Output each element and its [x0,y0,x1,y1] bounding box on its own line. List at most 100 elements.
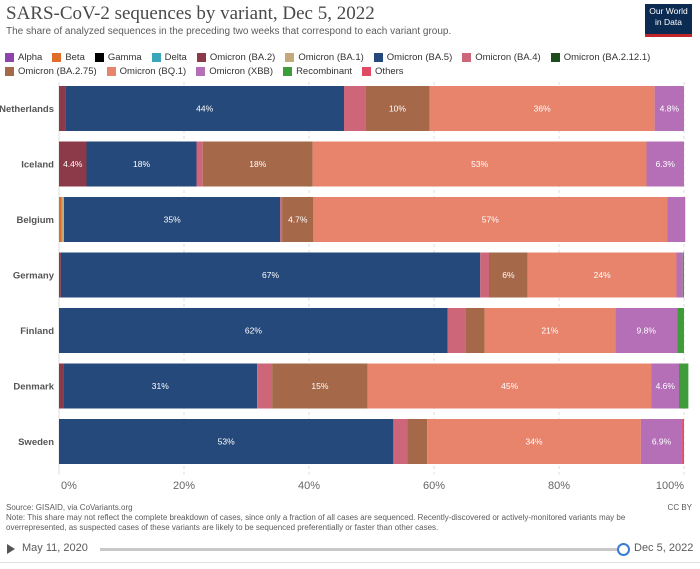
bar-segment-omicron-bq-1[interactable] [313,197,668,242]
legend-label: Omicron (BQ.1) [119,66,187,77]
bar-segment-omicron-ba-1[interactable] [61,197,65,242]
bar-segment-omicron-ba-2-75[interactable] [202,141,313,187]
data-label: 6.3% [656,159,676,169]
legend-item-beta[interactable]: Beta [52,50,85,64]
x-tick-label: 40% [298,480,320,492]
data-label: 53% [218,437,235,447]
legend-swatch [196,52,206,62]
bar-segment-omicron-bq-1[interactable] [527,252,677,298]
legend-swatch [5,52,14,62]
bar-segment-omicron-xbb[interactable] [676,252,683,298]
legend-swatch [94,52,104,62]
data-label: 67% [262,270,279,280]
data-label: 35% [164,215,181,225]
bar-segment-recombinant[interactable] [677,308,684,353]
timeline-start-date: May 11, 2020 [22,542,88,554]
bar-segment-omicron-bq-1[interactable] [427,419,641,464]
bar-segment-omicron-ba-5[interactable] [60,252,481,298]
bar-segment-omicron-ba-2-75[interactable] [407,419,428,464]
legend-item-omicron-xbb[interactable]: Omicron (XBB) [196,65,273,79]
category-label: Belgium [17,215,54,226]
x-tick-label: 80% [548,480,570,492]
legend-item-omicron-ba-4[interactable]: Omicron (BA.4) [462,50,541,64]
bar-segment-omicron-ba-2-75[interactable] [272,363,368,409]
timeline: May 11, 2020 Dec 5, 2022 [0,538,700,560]
license-label[interactable]: CC BY [667,503,692,512]
data-label: 31% [152,381,169,391]
bar-segment-omicron-bq-1[interactable] [429,86,655,131]
legend-swatch [196,67,206,76]
bar-segment-omicron-ba-2[interactable] [59,141,87,187]
chart-subtitle: The share of analyzed sequences in the p… [6,26,452,37]
bar-segment-omicron-bq-1[interactable] [367,363,652,409]
legend-label: Omicron (BA.2.12.1) [563,51,651,63]
bar-segment-beta[interactable] [59,197,62,242]
bar-segment-omicron-ba-2-75[interactable] [489,252,528,298]
bar-segment-omicron-ba-5[interactable] [65,86,344,131]
bar-segment-omicron-ba-2[interactable] [59,86,66,131]
bar-segment-omicron-ba-5[interactable] [64,197,281,242]
play-icon[interactable] [7,544,15,554]
bar-segment-omicron-ba-2-75[interactable] [282,197,314,242]
legend-label: Alpha [18,51,43,63]
bar-segment-omicron-ba-5[interactable] [59,308,448,353]
legend-swatch [283,67,293,76]
bar-segment-omicron-bq-1[interactable] [484,308,616,353]
bar-segment-omicron-ba-5[interactable] [63,363,258,409]
legend-item-omicron-ba-1[interactable]: Omicron (BA.1) [285,50,364,64]
legend-item-delta[interactable]: Delta [151,50,187,64]
bar-segment-omicron-xbb[interactable] [651,363,680,409]
bar-segment-omicron-ba-2[interactable] [59,252,61,298]
legend-label: Omicron (XBB) [209,66,274,77]
bar-segment-omicron-ba-4[interactable] [480,252,489,298]
bar-segment-omicron-ba-2-75[interactable] [465,308,485,353]
bar-segment-others[interactable] [682,419,684,464]
bar-segment-omicron-ba-4[interactable] [280,197,283,242]
x-tick-label: 100% [656,480,684,492]
legend-item-omicron-ba-5[interactable]: Omicron (BA.5) [373,50,452,64]
legend-label: Omicron (BA.2) [209,51,276,63]
bar-segment-omicron-ba-2[interactable] [59,363,64,409]
data-label: 4.7% [288,215,308,225]
bar-segment-omicron-ba-4[interactable] [393,419,408,464]
data-label: 45% [501,381,518,391]
timeline-end-date: Dec 5, 2022 [634,542,694,554]
footer-note-line-1: Note: This share may not reflect the com… [6,513,626,522]
legend-item-gamma[interactable]: Gamma [94,50,142,64]
legend-item-omicron-ba-2[interactable]: Omicron (BA.2) [196,50,276,64]
legend-item-omicron-bq-1[interactable]: Omicron (BQ.1) [106,65,187,79]
legend-item-recombinant[interactable]: Recombinant [283,65,352,79]
legend-label: Omicron (BA.1) [298,51,364,63]
data-label: 44% [196,104,213,114]
bar-segment-omicron-ba-5[interactable] [59,419,394,464]
bar-segment-omicron-xbb[interactable] [615,308,678,353]
legend-label: Omicron (BA.2.75) [18,66,97,77]
bar-segment-omicron-xbb[interactable] [640,419,683,464]
data-label: 62% [245,326,262,336]
timeline-track[interactable] [100,548,620,551]
bar-segment-omicron-ba-4[interactable] [257,363,273,409]
bar-segment-omicron-xbb[interactable] [667,197,686,242]
bar-segment-omicron-ba-4[interactable] [196,141,203,187]
bar-segment-omicron-xbb[interactable] [646,141,685,187]
timeline-handle[interactable] [617,543,630,556]
legend-label: Omicron (BA.4) [475,51,541,63]
x-tick-label: 60% [423,480,445,492]
legend-item-alpha[interactable]: Alpha [5,50,42,64]
legend-swatch [151,52,161,62]
bar-segment-omicron-ba-4[interactable] [344,86,366,131]
data-label: 15% [311,381,328,391]
bar-segment-omicron-xbb[interactable] [654,86,684,131]
bar-segment-omicron-bq-1[interactable] [312,141,647,187]
legend-item-others[interactable]: Others [362,65,404,79]
bar-segment-omicron-ba-5[interactable] [86,141,197,187]
owid-logo[interactable]: Our World in Data [645,4,692,37]
data-label: 18% [133,159,150,169]
bar-segment-recombinant[interactable] [682,252,684,298]
legend-item-omicron-ba-2-75[interactable]: Omicron (BA.2.75) [5,65,97,79]
legend-item-omicron-ba-2-12-1[interactable]: Omicron (BA.2.12.1) [550,50,651,64]
bar-segment-omicron-ba-4[interactable] [447,308,466,353]
category-label: Denmark [13,382,54,393]
bar-segment-omicron-ba-2-75[interactable] [365,86,430,131]
bar-segment-recombinant[interactable] [679,363,689,409]
